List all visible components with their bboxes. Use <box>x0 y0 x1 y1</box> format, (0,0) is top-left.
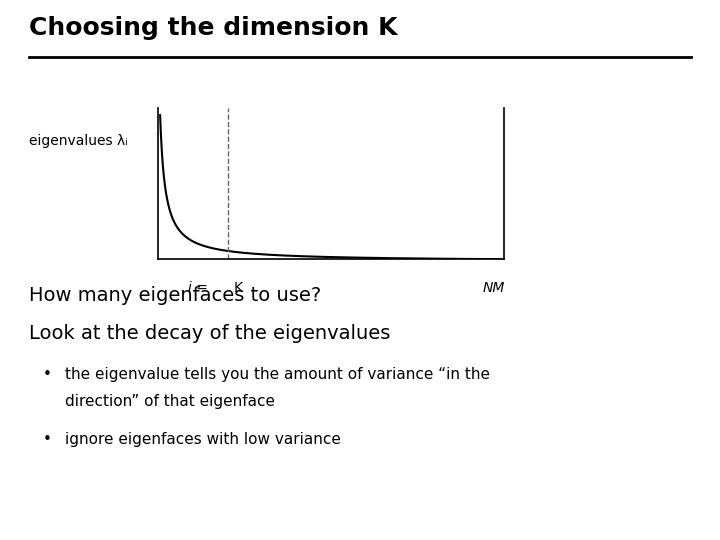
Text: NM: NM <box>482 281 505 295</box>
Text: K: K <box>233 281 242 295</box>
Text: eigenvalues λᵢ: eigenvalues λᵢ <box>29 134 127 149</box>
Text: Choosing the dimension K: Choosing the dimension K <box>29 16 397 40</box>
Text: the eigenvalue tells you the amount of variance “in the: the eigenvalue tells you the amount of v… <box>65 367 490 382</box>
Text: •: • <box>43 432 52 447</box>
Text: i =: i = <box>188 281 208 295</box>
Text: direction” of that eigenface: direction” of that eigenface <box>65 394 275 409</box>
Text: •: • <box>43 367 52 382</box>
Text: Look at the decay of the eigenvalues: Look at the decay of the eigenvalues <box>29 324 390 343</box>
Text: How many eigenfaces to use?: How many eigenfaces to use? <box>29 286 321 305</box>
Text: ignore eigenfaces with low variance: ignore eigenfaces with low variance <box>65 432 341 447</box>
